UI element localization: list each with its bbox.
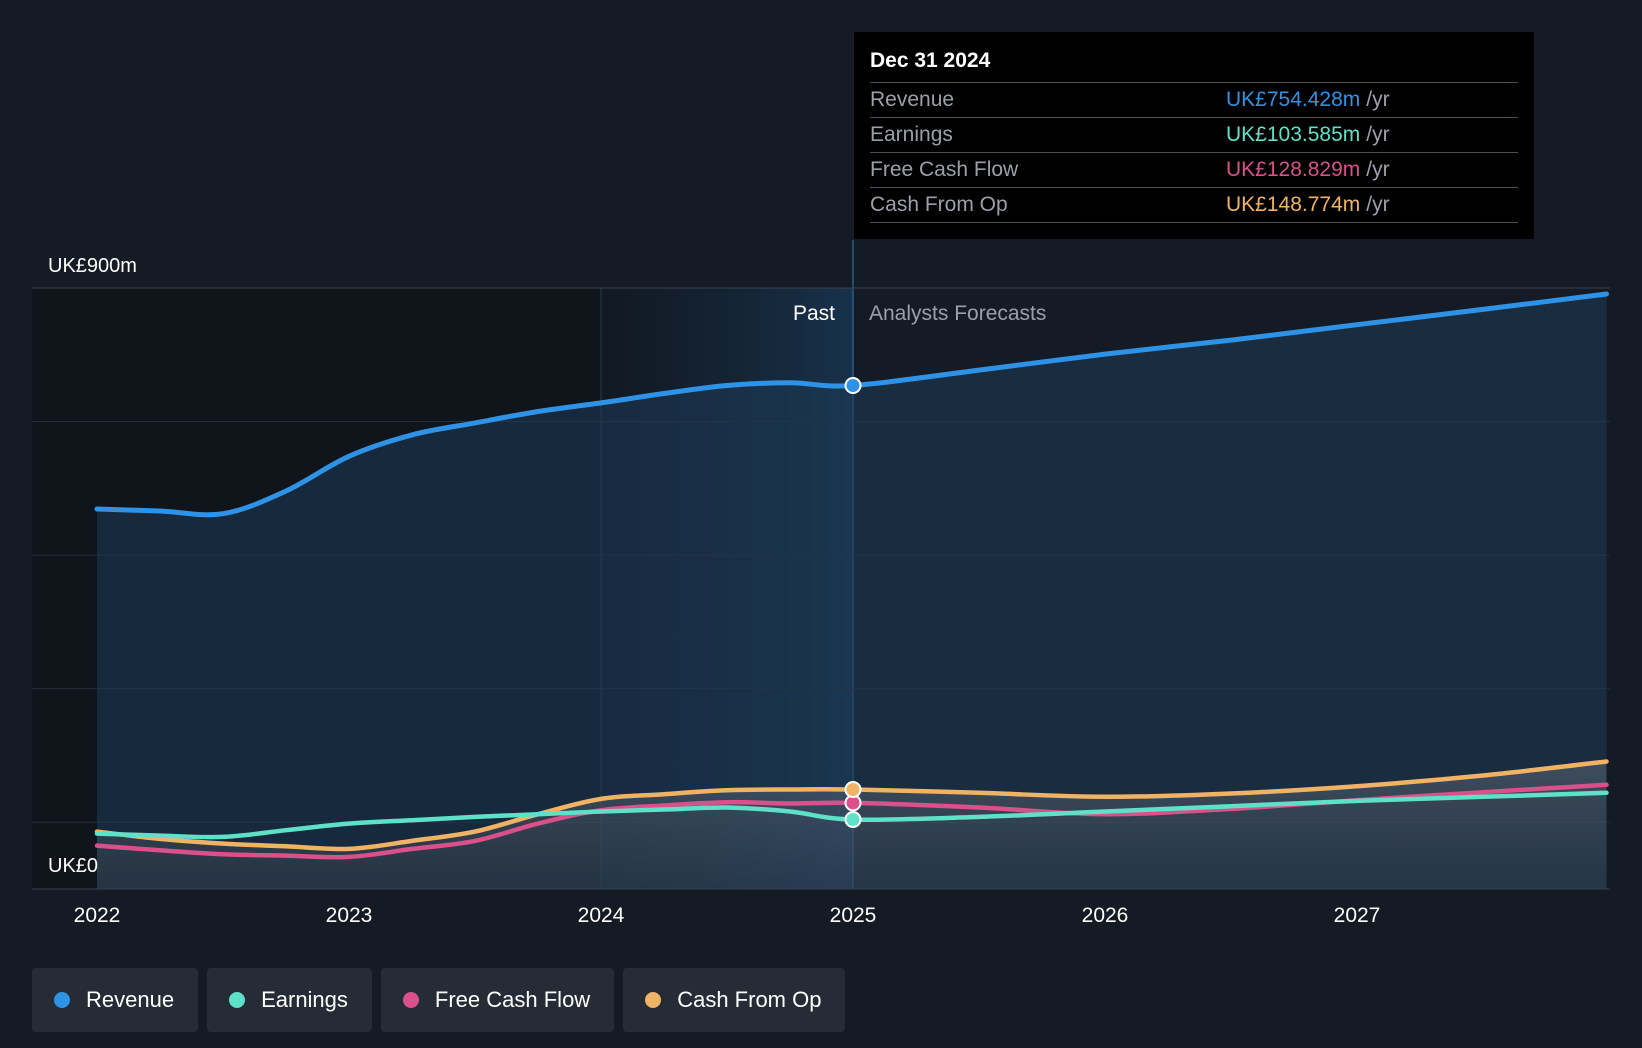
tooltip-value: UK£754.428m xyxy=(1226,88,1361,111)
tooltip-label: Cash From Op xyxy=(870,193,1008,216)
y-axis-bottom-label: UK£0 xyxy=(48,855,98,877)
x-tick-label: 2024 xyxy=(578,904,625,927)
revenue-area xyxy=(97,294,1607,889)
tooltip-unit: /yr xyxy=(1366,88,1390,111)
x-tick-label: 2027 xyxy=(1334,904,1381,927)
tooltip-unit: /yr xyxy=(1366,193,1390,216)
tooltip-value: UK£128.829m xyxy=(1226,158,1361,181)
series-line-earnings xyxy=(94,790,1609,840)
series-line-revenue xyxy=(94,291,1609,518)
x-tick-label: 2022 xyxy=(74,904,121,927)
x-tick-label: 2023 xyxy=(326,904,373,927)
series-line-cash-from-op xyxy=(94,759,1609,852)
tooltip-row-revenue: Revenue UK£754.428m /yr xyxy=(870,82,1518,117)
tooltip-row-cash-from-op: Cash From Op UK£148.774m /yr xyxy=(870,187,1518,223)
y-axis-top-label: UK£900m xyxy=(48,255,137,277)
tooltip-value: UK£103.585m xyxy=(1226,123,1361,146)
tooltip-row-earnings: Earnings UK£103.585m /yr xyxy=(870,117,1518,152)
past-label: Past xyxy=(793,302,835,325)
tooltip-row-free-cash-flow: Free Cash Flow UK£128.829m /yr xyxy=(870,152,1518,187)
legend-dot-icon xyxy=(229,992,246,1008)
series-marker-earnings xyxy=(844,811,862,829)
tooltip-label: Earnings xyxy=(870,123,953,146)
legend-label: Earnings xyxy=(261,987,348,1012)
tooltip-label: Revenue xyxy=(870,88,955,111)
tooltip-unit: /yr xyxy=(1366,158,1390,181)
legend-label: Revenue xyxy=(86,987,175,1012)
x-tick-label: 2026 xyxy=(1082,904,1129,927)
legend-dot-icon xyxy=(645,992,662,1008)
forecast-label: Analysts Forecasts xyxy=(869,302,1046,325)
tooltip-label: Free Cash Flow xyxy=(870,158,1019,181)
legend-label: Cash From Op xyxy=(677,987,822,1012)
legend-item-cash-from-op[interactable]: Cash From Op xyxy=(623,968,846,1032)
tooltip-date: Dec 31 2024 xyxy=(870,49,991,72)
legend-item-free-cash-flow[interactable]: Free Cash Flow xyxy=(380,968,615,1032)
legend-dot-icon xyxy=(402,992,419,1008)
tooltip-value: UK£148.774m xyxy=(1226,193,1361,216)
chart-legend: Revenue Earnings Free Cash Flow Cash Fro… xyxy=(32,968,846,1032)
tooltip-unit: /yr xyxy=(1366,123,1390,146)
x-tick-label: 2025 xyxy=(830,904,877,927)
series-marker-revenue xyxy=(844,376,862,394)
tooltip: Dec 31 2024 Revenue UK£754.428m /yr Earn… xyxy=(854,32,1534,239)
legend-item-earnings[interactable]: Earnings xyxy=(207,968,372,1032)
legend-item-revenue[interactable]: Revenue xyxy=(32,968,199,1032)
legend-dot-icon xyxy=(54,992,70,1008)
series-marker-cash-from-op xyxy=(844,781,862,799)
legend-label: Free Cash Flow xyxy=(434,987,591,1012)
